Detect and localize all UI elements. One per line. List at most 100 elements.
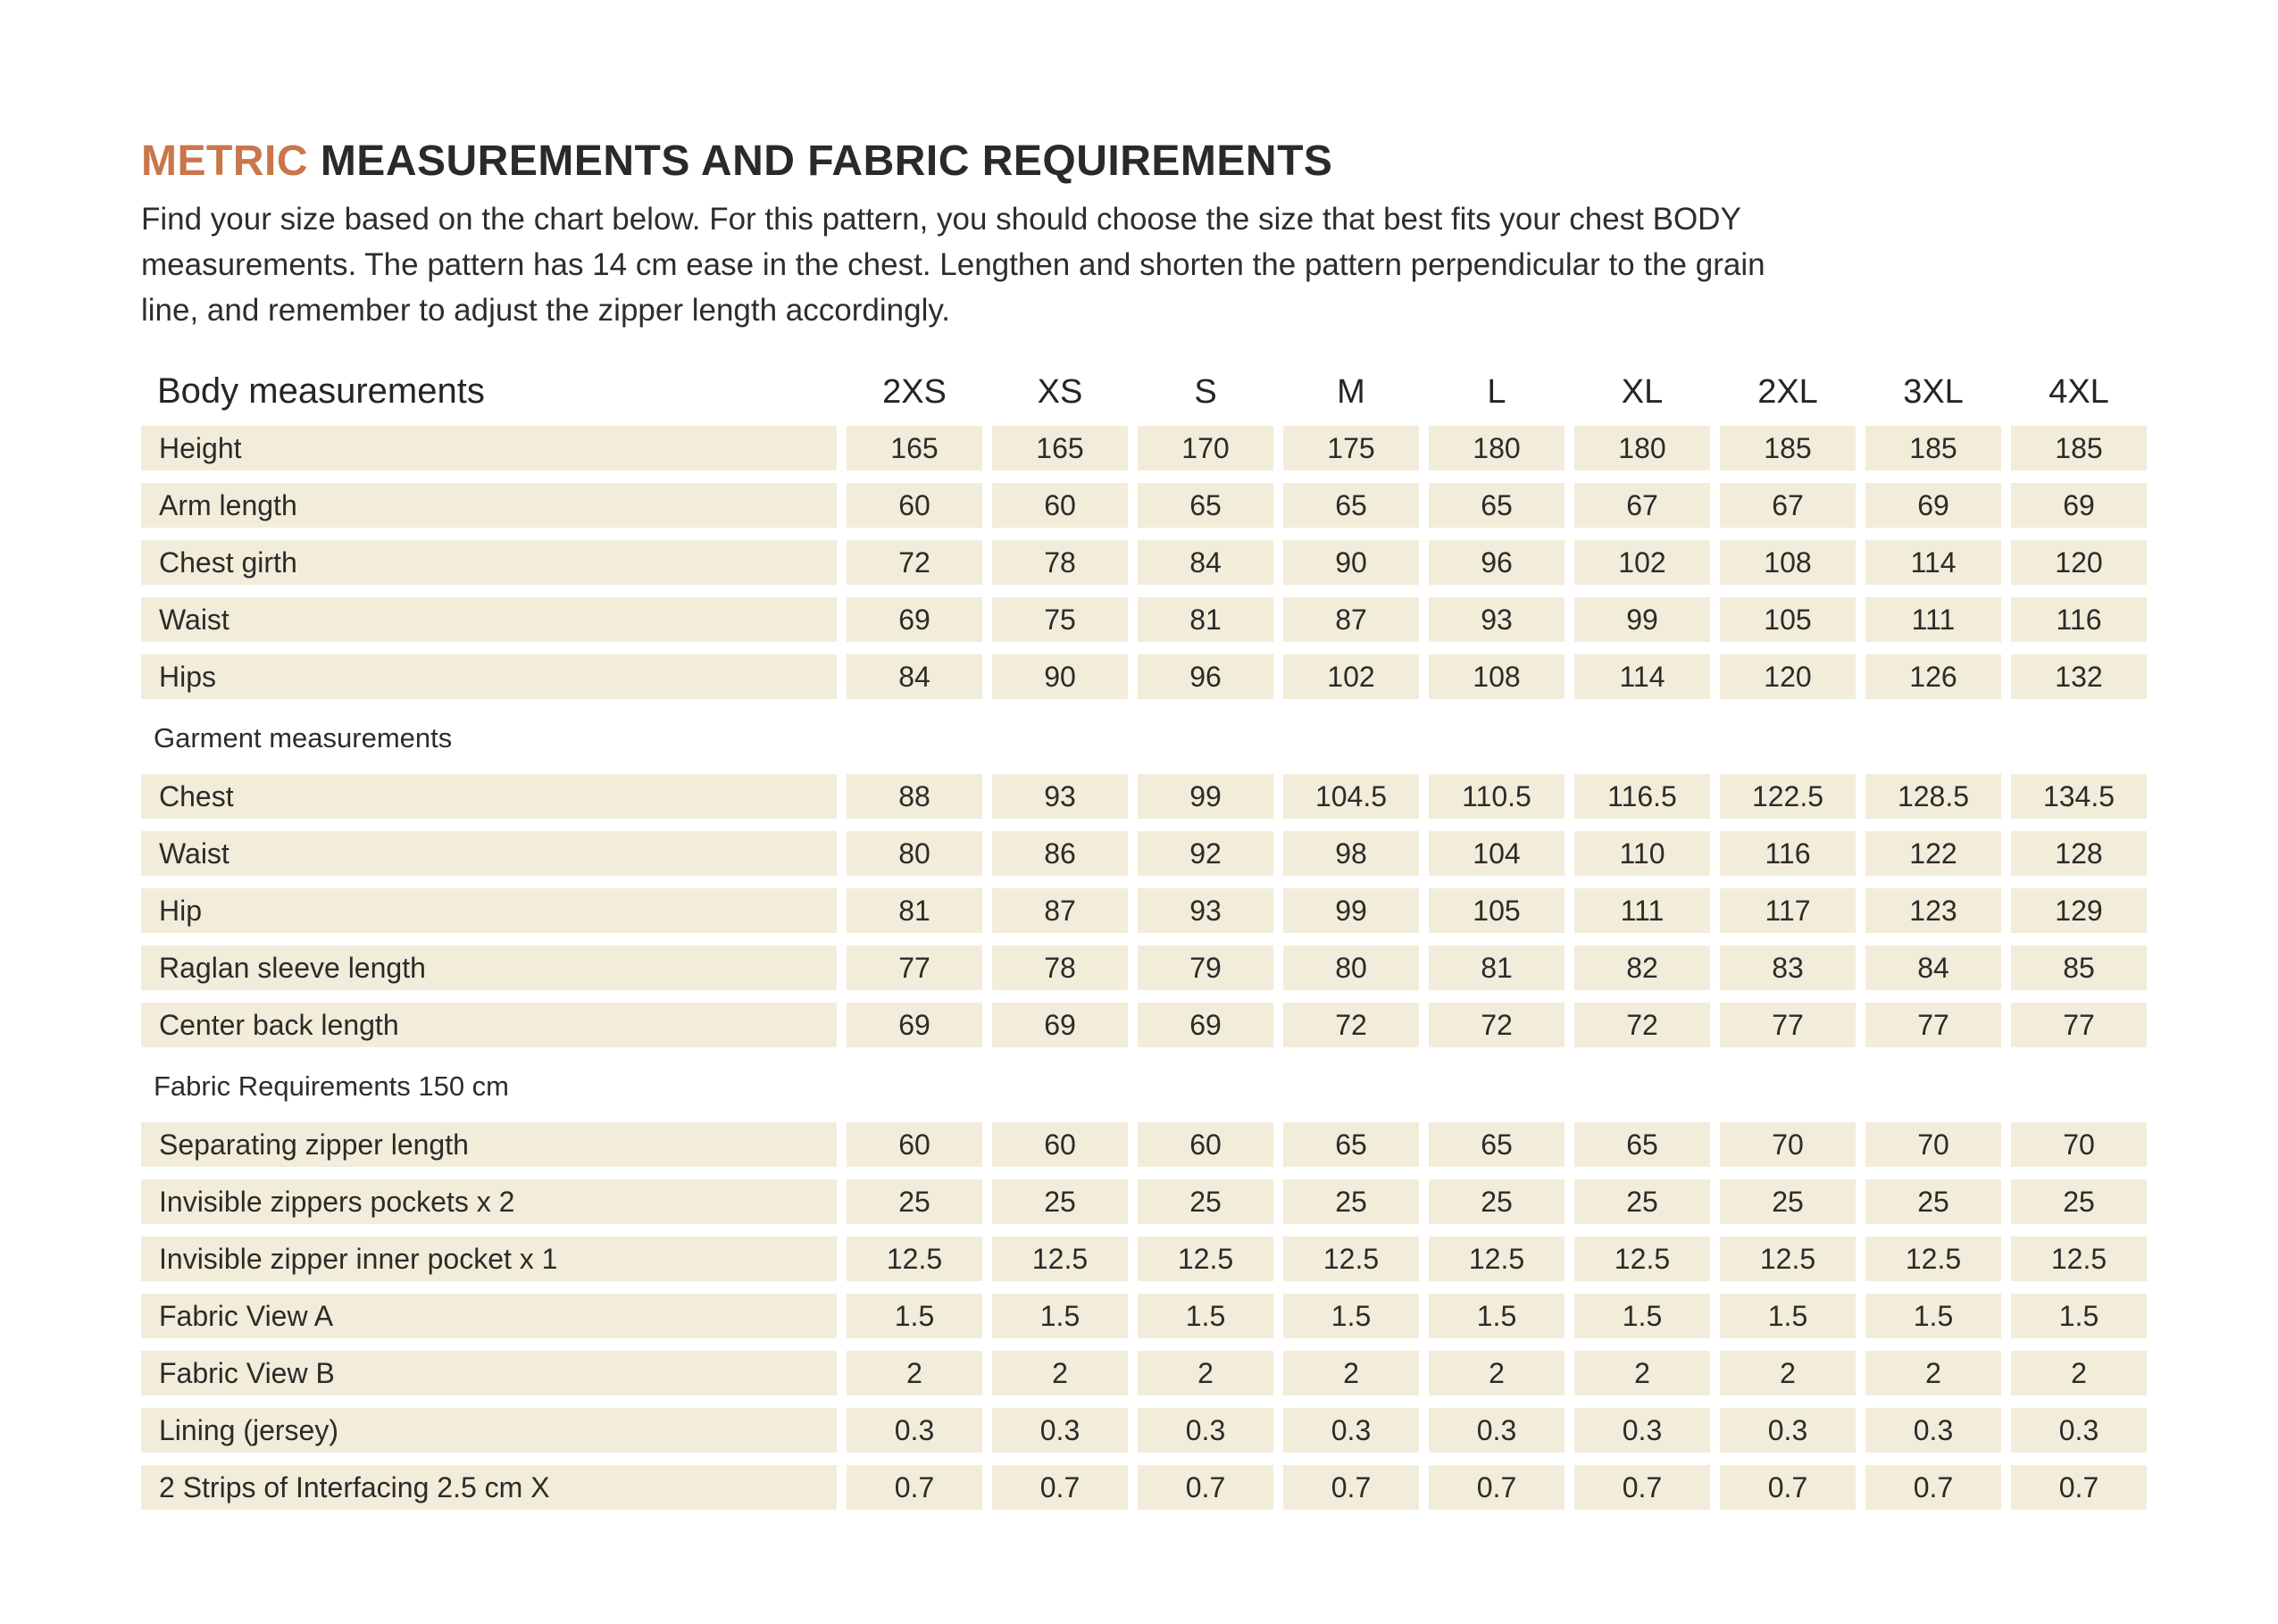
table-row: Fabric View A 1.5 1.5 1.5 1.5 1.5 1.5 1.5 1.5 1.5 [141, 1294, 2147, 1338]
value-cell: 65 [1574, 1122, 1710, 1167]
row-label: Chest [141, 774, 837, 819]
value-cell: 185 [2011, 426, 2147, 471]
value-cell: 12.5 [1574, 1237, 1710, 1281]
row-label: Hips [141, 654, 837, 699]
value-cell: 93 [992, 774, 1128, 819]
value-cell: 102 [1283, 654, 1419, 699]
size-column-header: L [1487, 373, 1506, 411]
value-cell: 2 [1865, 1351, 2001, 1395]
page-title-accent: METRIC [141, 137, 308, 185]
row-label: Waist [141, 597, 837, 642]
value-cell: 79 [1138, 945, 1273, 990]
value-cell: 1.5 [1283, 1294, 1419, 1338]
value-cell: 75 [992, 597, 1128, 642]
table-row: Waist 69 75 81 87 93 99 105 111 116 [141, 597, 2147, 642]
value-cell: 122.5 [1720, 774, 1856, 819]
size-column-header: 4XL [2049, 373, 2109, 411]
value-cell: 12.5 [992, 1237, 1128, 1281]
row-label: Waist [141, 831, 837, 876]
value-cell: 93 [1138, 888, 1273, 933]
table-row: Height 165 165 170 175 180 180 185 185 185 [141, 426, 2147, 471]
value-cell: 65 [1429, 1122, 1565, 1167]
value-cell: 25 [1138, 1179, 1273, 1224]
row-label: Height [141, 426, 837, 471]
value-cell: 67 [1720, 483, 1856, 528]
value-cell: 80 [1283, 945, 1419, 990]
size-column-header: XS [1037, 373, 1083, 411]
value-cell: 77 [847, 945, 982, 990]
section-title: Fabric Requirements 150 cm [154, 1070, 509, 1102]
value-cell: 116 [2011, 597, 2147, 642]
value-cell: 110 [1574, 831, 1710, 876]
value-cell: 0.3 [1429, 1408, 1565, 1453]
value-cell: 170 [1138, 426, 1273, 471]
value-cell: 175 [1283, 426, 1419, 471]
table-row: Center back length 69 69 69 72 72 72 77 77 77 [141, 1003, 2147, 1047]
value-cell: 65 [1138, 483, 1273, 528]
value-cell: 1.5 [1574, 1294, 1710, 1338]
value-cell: 2 [992, 1351, 1128, 1395]
value-cell: 2 [847, 1351, 982, 1395]
table-row: Hips 84 90 96 102 108 114 120 126 132 [141, 654, 2147, 699]
table-row: Invisible zipper inner pocket x 1 12.5 12.… [141, 1237, 2147, 1281]
value-cell: 87 [992, 888, 1128, 933]
intro-line: Find your size based on the chart below.… [141, 202, 1741, 237]
value-cell: 134.5 [2011, 774, 2147, 819]
size-column-header: M [1337, 373, 1365, 411]
value-cell: 0.3 [1720, 1408, 1856, 1453]
value-cell: 72 [1429, 1003, 1565, 1047]
value-cell: 165 [847, 426, 982, 471]
value-cell: 72 [847, 540, 982, 585]
value-cell: 102 [1574, 540, 1710, 585]
value-cell: 81 [1429, 945, 1565, 990]
value-cell: 0.3 [2011, 1408, 2147, 1453]
row-label: 2 Strips of Interfacing 2.5 cm X [141, 1465, 837, 1510]
value-cell: 126 [1865, 654, 2001, 699]
row-label: Separating zipper length [141, 1122, 837, 1167]
value-cell: 0.3 [1138, 1408, 1273, 1453]
value-cell: 0.7 [992, 1465, 1128, 1510]
value-cell: 123 [1865, 888, 2001, 933]
value-cell: 104.5 [1283, 774, 1419, 819]
value-cell: 1.5 [1720, 1294, 1856, 1338]
value-cell: 25 [1429, 1179, 1565, 1224]
value-cell: 98 [1283, 831, 1419, 876]
value-cell: 114 [1865, 540, 2001, 585]
value-cell: 111 [1574, 888, 1710, 933]
value-cell: 129 [2011, 888, 2147, 933]
value-cell: 12.5 [1720, 1237, 1856, 1281]
value-cell: 1.5 [1429, 1294, 1565, 1338]
value-cell: 81 [847, 888, 982, 933]
value-cell: 105 [1429, 888, 1565, 933]
size-column-header: XL [1621, 373, 1664, 411]
value-cell: 0.3 [992, 1408, 1128, 1453]
value-cell: 180 [1574, 426, 1710, 471]
value-cell: 180 [1429, 426, 1565, 471]
value-cell: 69 [847, 1003, 982, 1047]
value-cell: 1.5 [1138, 1294, 1273, 1338]
value-cell: 185 [1865, 426, 2001, 471]
row-label: Hip [141, 888, 837, 933]
value-cell: 70 [1865, 1122, 2001, 1167]
value-cell: 117 [1720, 888, 1856, 933]
section-title: Garment measurements [154, 722, 453, 754]
value-cell: 1.5 [1865, 1294, 2001, 1338]
value-cell: 105 [1720, 597, 1856, 642]
value-cell: 60 [847, 1122, 982, 1167]
value-cell: 25 [992, 1179, 1128, 1224]
value-cell: 25 [1865, 1179, 2001, 1224]
value-cell: 84 [1138, 540, 1273, 585]
value-cell: 65 [1283, 483, 1419, 528]
table-header-label: Body measurements [157, 371, 485, 411]
row-label: Fabric View B [141, 1351, 837, 1395]
page-title-rest: MEASUREMENTS AND FABRIC REQUIREMENTS [307, 137, 1333, 185]
value-cell: 69 [1138, 1003, 1273, 1047]
value-cell: 185 [1720, 426, 1856, 471]
value-cell: 60 [992, 1122, 1128, 1167]
value-cell: 1.5 [2011, 1294, 2147, 1338]
size-column-header: S [1194, 373, 1217, 411]
table-row: Raglan sleeve length 77 78 79 80 81 82 83 84 85 [141, 945, 2147, 990]
value-cell: 0.7 [1720, 1465, 1856, 1510]
value-cell: 2 [1138, 1351, 1273, 1395]
value-cell: 0.7 [1865, 1465, 2001, 1510]
